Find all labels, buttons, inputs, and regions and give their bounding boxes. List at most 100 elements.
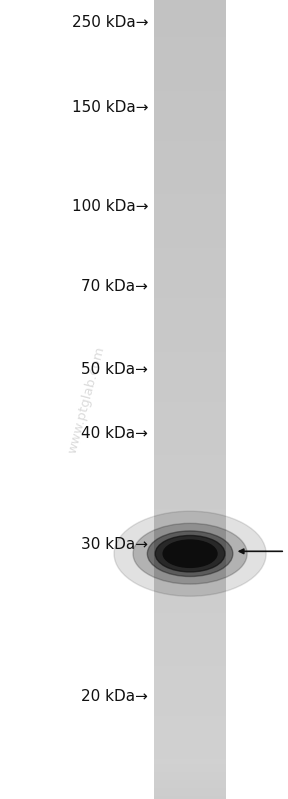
Bar — [154, 780, 226, 781]
Bar — [154, 671, 226, 674]
Bar — [154, 229, 226, 233]
Bar — [154, 301, 226, 304]
Bar — [154, 525, 226, 528]
Bar — [154, 706, 226, 710]
Bar — [154, 442, 226, 446]
Bar — [154, 373, 226, 376]
Bar — [154, 269, 226, 272]
Bar — [154, 186, 226, 190]
Bar — [154, 122, 226, 126]
Bar — [154, 360, 226, 363]
Bar — [154, 165, 226, 169]
Bar — [154, 426, 226, 430]
Bar — [154, 493, 226, 496]
Bar — [154, 618, 226, 622]
Bar — [154, 362, 226, 366]
Bar — [154, 503, 226, 507]
Text: 40 kDa→: 40 kDa→ — [82, 426, 148, 440]
Bar — [154, 253, 226, 256]
Bar — [154, 770, 226, 772]
Bar — [154, 786, 226, 788]
Bar — [154, 349, 226, 352]
Bar — [154, 288, 226, 291]
Bar — [154, 761, 226, 765]
Text: 20 kDa→: 20 kDa→ — [82, 690, 148, 704]
Bar — [154, 772, 226, 773]
Bar — [154, 370, 226, 374]
Bar — [154, 2, 226, 6]
Bar — [154, 277, 226, 280]
Bar — [154, 210, 226, 214]
Bar — [154, 64, 226, 67]
Bar — [154, 463, 226, 467]
Bar — [154, 570, 226, 574]
Bar — [154, 429, 226, 432]
Bar — [154, 402, 226, 406]
Bar — [154, 765, 226, 767]
Bar — [154, 423, 226, 427]
Bar — [154, 168, 226, 171]
Text: 100 kDa→: 100 kDa→ — [72, 199, 148, 213]
Bar — [154, 178, 226, 182]
Bar — [154, 282, 226, 286]
Bar — [154, 661, 226, 664]
Bar — [154, 761, 226, 762]
Bar — [154, 677, 226, 680]
Bar — [154, 774, 226, 776]
Bar — [154, 685, 226, 688]
Bar — [154, 226, 226, 230]
Bar — [154, 589, 226, 592]
Bar — [154, 357, 226, 360]
Bar — [154, 485, 226, 488]
Bar — [154, 719, 226, 722]
Bar — [154, 729, 226, 733]
Bar — [154, 687, 226, 690]
Bar — [154, 613, 226, 616]
Bar — [154, 309, 226, 312]
Bar — [154, 788, 226, 789]
Bar — [154, 389, 226, 392]
Bar — [154, 792, 226, 793]
Bar — [154, 785, 226, 789]
Bar — [154, 538, 226, 542]
Bar — [154, 469, 226, 472]
Bar — [154, 795, 226, 797]
Bar — [154, 397, 226, 400]
Bar — [154, 341, 226, 344]
Bar — [154, 781, 226, 782]
Bar — [154, 258, 226, 262]
Bar — [154, 405, 226, 408]
Bar — [154, 557, 226, 560]
Bar — [154, 141, 226, 145]
Bar — [154, 407, 226, 411]
Bar — [154, 98, 226, 102]
Bar — [154, 133, 226, 137]
Bar — [154, 471, 226, 475]
Bar — [154, 256, 226, 259]
Bar — [154, 181, 226, 185]
Bar — [154, 711, 226, 714]
Bar — [154, 509, 226, 512]
Bar — [154, 794, 226, 796]
Bar — [154, 245, 226, 248]
Bar — [154, 790, 226, 792]
Bar — [154, 757, 226, 760]
Bar — [154, 650, 226, 654]
Bar — [154, 447, 226, 451]
Bar — [154, 519, 226, 523]
Bar — [154, 785, 226, 787]
Bar — [154, 782, 226, 784]
Bar — [154, 38, 226, 41]
Bar — [154, 26, 226, 30]
Bar — [154, 205, 226, 209]
Bar — [154, 663, 226, 666]
Bar — [154, 290, 226, 294]
Bar — [154, 56, 226, 59]
Bar — [154, 112, 226, 115]
Bar — [154, 775, 226, 778]
Bar — [154, 213, 226, 217]
Bar — [154, 101, 226, 105]
Bar — [154, 32, 226, 35]
Bar — [154, 312, 226, 315]
Bar — [154, 466, 226, 470]
